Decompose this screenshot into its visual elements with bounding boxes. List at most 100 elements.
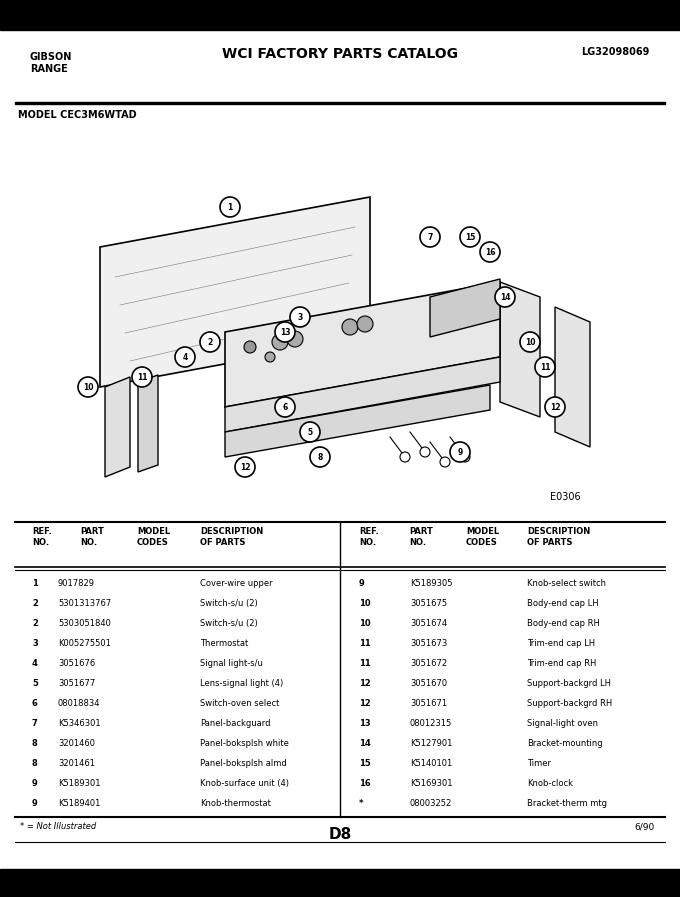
Text: 1: 1 (227, 203, 233, 212)
Text: *: * (359, 799, 364, 808)
Circle shape (520, 332, 540, 352)
Text: REF.
NO.: REF. NO. (32, 527, 52, 547)
Text: 5: 5 (32, 679, 38, 688)
Text: 10: 10 (525, 337, 535, 346)
Circle shape (545, 397, 565, 417)
Circle shape (460, 452, 470, 462)
Text: 2: 2 (207, 337, 213, 346)
Bar (0, 869, 680, 897)
Circle shape (460, 227, 480, 247)
Text: 9: 9 (458, 448, 462, 457)
Text: MODEL
CODES: MODEL CODES (137, 527, 170, 547)
Text: 14: 14 (359, 739, 371, 748)
Text: 2: 2 (32, 619, 38, 628)
Text: 11: 11 (137, 372, 148, 381)
Text: MODEL CEC3M6WTAD: MODEL CEC3M6WTAD (18, 110, 137, 120)
Text: 8: 8 (32, 759, 38, 768)
Text: * = Not Illustrated: * = Not Illustrated (20, 822, 97, 831)
Text: MODEL
CODES: MODEL CODES (466, 527, 499, 547)
Text: D8: D8 (328, 827, 352, 842)
Polygon shape (500, 282, 540, 417)
Text: 15: 15 (359, 759, 371, 768)
Text: GIBSON
RANGE: GIBSON RANGE (30, 52, 72, 74)
Circle shape (244, 341, 256, 353)
Circle shape (480, 242, 500, 262)
Polygon shape (225, 282, 500, 407)
Text: 11: 11 (359, 659, 371, 668)
Text: Knob-clock: Knob-clock (527, 779, 573, 788)
Circle shape (420, 447, 430, 457)
Text: Signal-light oven: Signal-light oven (527, 719, 598, 728)
Text: Thermostat: Thermostat (200, 639, 248, 648)
Text: 13: 13 (359, 719, 371, 728)
Text: PART
NO.: PART NO. (409, 527, 433, 547)
Bar (15, 101, 665, 104)
Text: REF.
NO.: REF. NO. (359, 527, 379, 547)
Text: Trim-end cap LH: Trim-end cap LH (527, 639, 595, 648)
Circle shape (200, 332, 220, 352)
Text: 3051672: 3051672 (410, 659, 447, 668)
Text: 8: 8 (318, 452, 323, 461)
Text: 3051675: 3051675 (410, 599, 447, 608)
Text: 6: 6 (282, 403, 288, 412)
Circle shape (310, 447, 330, 467)
Circle shape (265, 352, 275, 362)
Circle shape (420, 227, 440, 247)
Circle shape (275, 397, 295, 417)
Text: 3051673: 3051673 (410, 639, 447, 648)
Text: 7: 7 (32, 719, 38, 728)
Text: 1: 1 (32, 579, 38, 588)
Circle shape (78, 377, 98, 397)
Text: K5346301: K5346301 (58, 719, 101, 728)
Text: Bracket-therm mtg: Bracket-therm mtg (527, 799, 607, 808)
Circle shape (450, 442, 470, 462)
Text: Panel-backguard: Panel-backguard (200, 719, 271, 728)
Text: 12: 12 (549, 403, 560, 412)
Text: Timer: Timer (527, 759, 551, 768)
Text: 08018834: 08018834 (58, 699, 101, 708)
Text: 16: 16 (485, 248, 495, 257)
Circle shape (300, 422, 320, 442)
Polygon shape (225, 357, 500, 432)
Circle shape (272, 334, 288, 350)
Text: Knob-thermostat: Knob-thermostat (200, 799, 271, 808)
Polygon shape (430, 279, 500, 337)
Text: 3201460: 3201460 (58, 739, 95, 748)
Text: Knob-select switch: Knob-select switch (527, 579, 606, 588)
Circle shape (275, 322, 295, 342)
Text: 9: 9 (32, 779, 38, 788)
Text: 3201461: 3201461 (58, 759, 95, 768)
Text: 8: 8 (32, 739, 38, 748)
Polygon shape (100, 197, 370, 387)
Text: K5140101: K5140101 (410, 759, 452, 768)
Text: Panel-boksplsh white: Panel-boksplsh white (200, 739, 289, 748)
Text: 3051671: 3051671 (410, 699, 447, 708)
Text: K5189305: K5189305 (410, 579, 452, 588)
Circle shape (132, 367, 152, 387)
Text: 6: 6 (32, 699, 38, 708)
Text: DESCRIPTION
OF PARTS: DESCRIPTION OF PARTS (200, 527, 263, 547)
Text: Switch-s/u (2): Switch-s/u (2) (200, 599, 258, 608)
Circle shape (440, 457, 450, 467)
Text: 7: 7 (427, 232, 432, 241)
Text: K5189401: K5189401 (58, 799, 101, 808)
Text: 4: 4 (182, 353, 188, 361)
Circle shape (535, 357, 555, 377)
Bar (0, 30, 680, 97)
Text: 15: 15 (465, 232, 475, 241)
Text: 3051670: 3051670 (410, 679, 447, 688)
Text: Signal light-s/u: Signal light-s/u (200, 659, 263, 668)
Text: 3051677: 3051677 (58, 679, 95, 688)
Bar (0, 0, 680, 30)
Text: 13: 13 (279, 327, 290, 336)
Text: Switch-s/u (2): Switch-s/u (2) (200, 619, 258, 628)
Circle shape (220, 197, 240, 217)
Text: 3: 3 (297, 312, 303, 321)
Text: Switch-oven select: Switch-oven select (200, 699, 279, 708)
Circle shape (495, 287, 515, 307)
Text: 08012315: 08012315 (410, 719, 452, 728)
Text: Body-end cap RH: Body-end cap RH (527, 619, 600, 628)
Circle shape (357, 316, 373, 332)
Text: K5169301: K5169301 (410, 779, 452, 788)
Text: 6/90: 6/90 (634, 822, 655, 831)
